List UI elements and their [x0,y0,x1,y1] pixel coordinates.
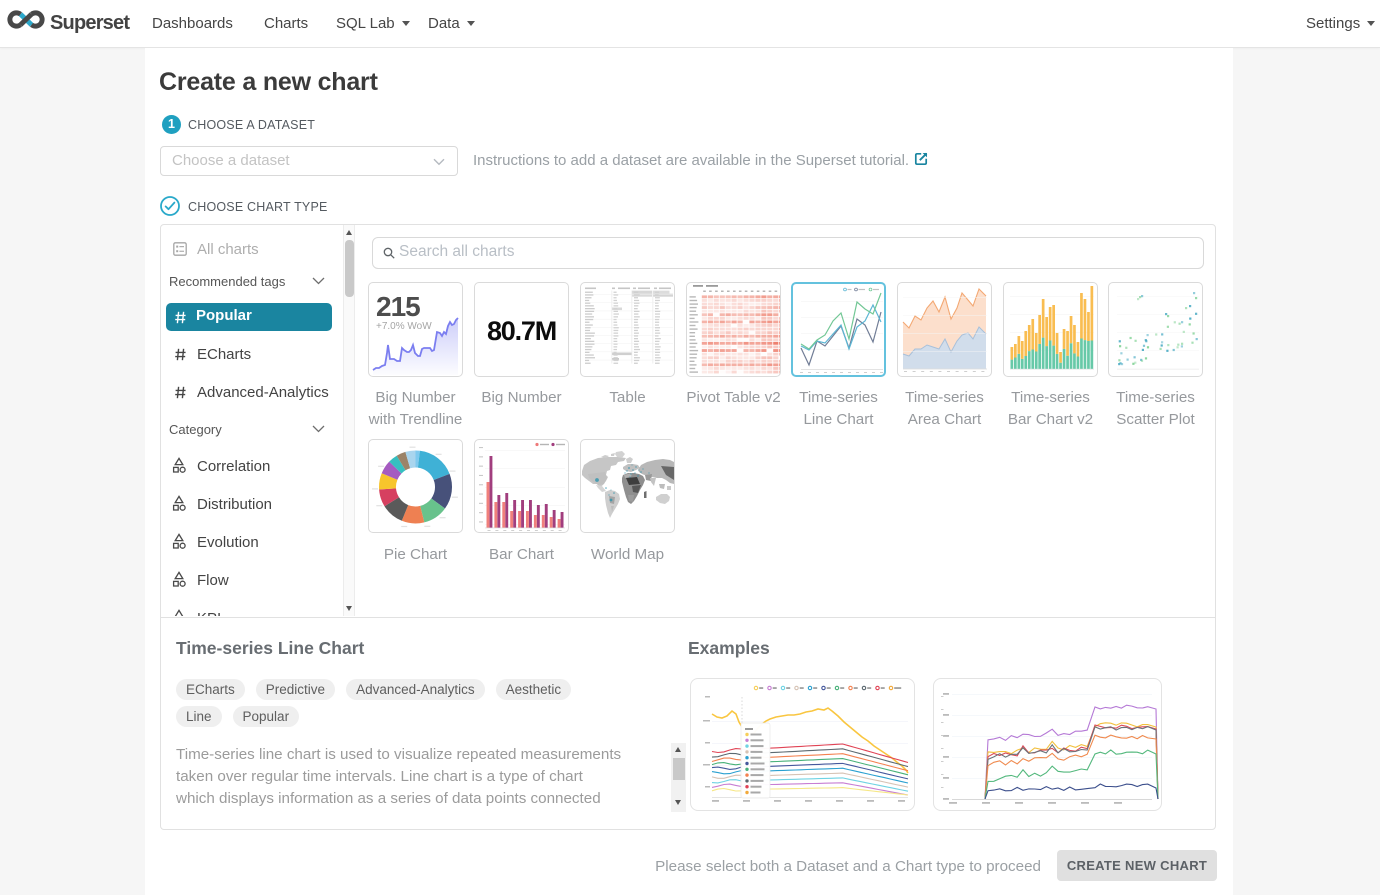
svg-text:80.7M: 80.7M [487,316,556,346]
svg-text:+7.0% WoW: +7.0% WoW [376,321,432,332]
svg-text:215: 215 [376,291,420,322]
